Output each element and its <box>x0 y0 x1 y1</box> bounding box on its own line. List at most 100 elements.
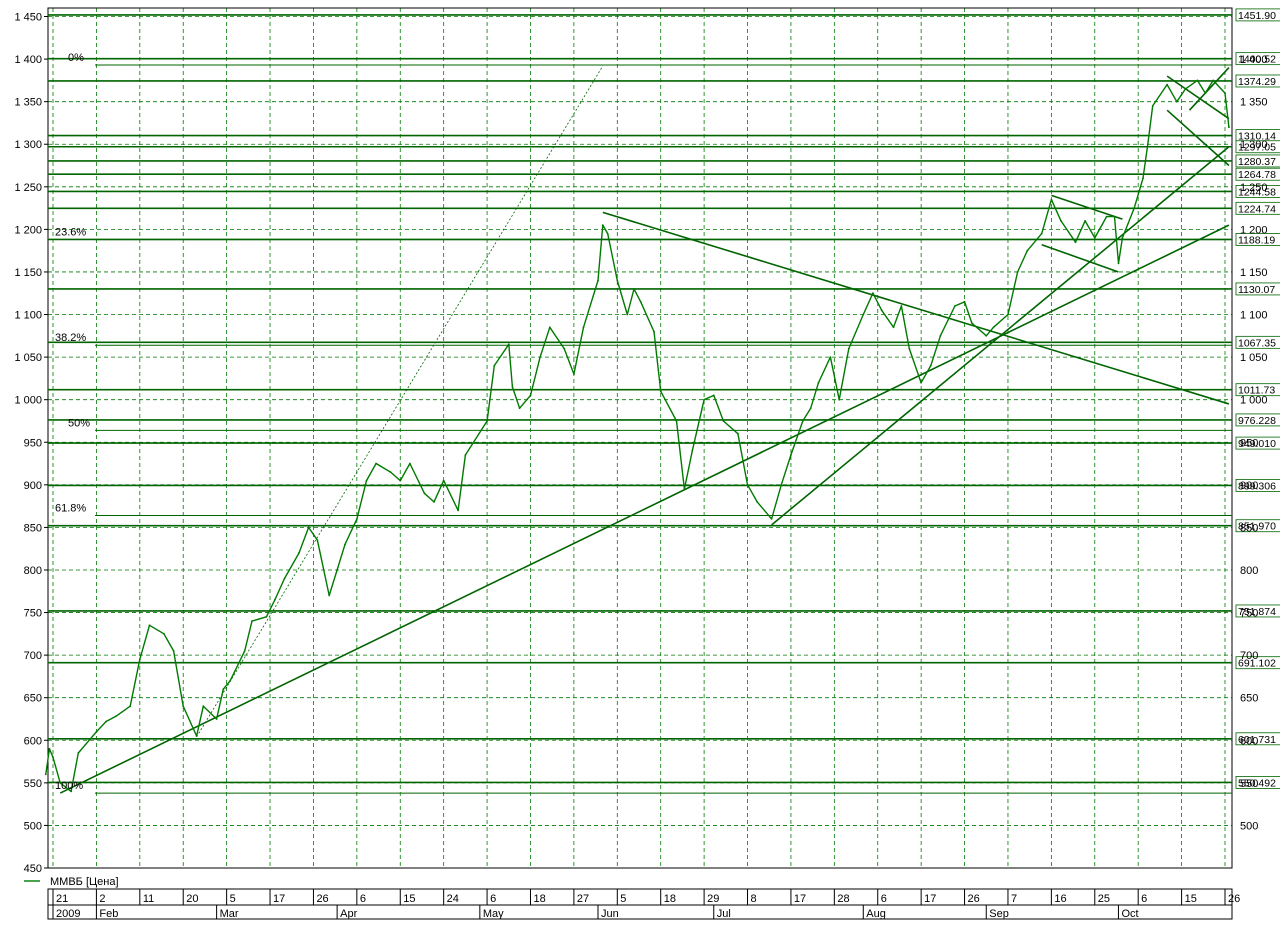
x-tick-label: 11 <box>143 893 154 905</box>
period-label: Jun <box>601 908 619 920</box>
price-level-label: 1280.37 <box>1238 156 1276 168</box>
price-point <box>148 624 151 627</box>
price-point <box>365 479 368 482</box>
price-point <box>790 454 792 456</box>
y-tick-label-right: 850 <box>1240 522 1258 534</box>
price-point <box>1050 198 1053 201</box>
price-level-label: 1310.14 <box>1238 131 1276 143</box>
price-level-tag <box>1235 154 1280 168</box>
price-point <box>195 735 198 737</box>
price-point <box>95 730 98 733</box>
price-point <box>1117 262 1120 265</box>
y-tick-label: 1 250 <box>14 182 42 194</box>
x-tick-label: 8 <box>751 893 757 905</box>
price-level-tag <box>1235 140 1280 154</box>
period-label: Mar <box>220 908 239 920</box>
period-label: May <box>483 908 504 920</box>
price-point <box>1175 100 1178 103</box>
price-point <box>756 501 759 503</box>
x-tick-label: 20 <box>186 893 198 905</box>
x-tick-label: 6 <box>490 893 496 905</box>
period-label: Apr <box>340 908 357 920</box>
price-point <box>138 658 141 661</box>
price-point <box>892 326 895 329</box>
y-tick-label-right: 1 000 <box>1240 395 1268 407</box>
price-point <box>229 679 232 682</box>
price-level-label: 1130.07 <box>1238 284 1275 296</box>
fibonacci-labels: 0% 23.6% 38.2% 50% 61.8% 100% <box>55 52 1232 794</box>
price-level-label: 550.492 <box>1238 777 1276 789</box>
price-point <box>1184 88 1187 90</box>
x-tick-label: 26 <box>968 893 980 905</box>
x-tick-label: 26 <box>1228 893 1240 905</box>
price-point <box>518 407 521 410</box>
x-tick-label: 2 <box>99 893 105 905</box>
x-tick-label: 17 <box>924 893 936 905</box>
y-tick-label-right: 650 <box>1240 693 1258 705</box>
x-tick-label: 6 <box>881 893 887 905</box>
price-point <box>683 488 686 490</box>
trendline <box>1166 109 1230 167</box>
y-tick-label-right: 1 150 <box>1240 267 1268 279</box>
price-level-label: 899.306 <box>1238 480 1276 492</box>
price-point <box>563 347 566 350</box>
price-point <box>1133 207 1136 210</box>
x-tick-label: 6 <box>360 893 366 905</box>
price-point <box>963 300 966 303</box>
price-level-label: 1188.19 <box>1238 234 1275 246</box>
price-point <box>548 326 551 329</box>
price-point <box>582 326 585 329</box>
price-point <box>920 381 922 384</box>
price-point <box>703 398 705 401</box>
price-point <box>691 449 694 452</box>
price-point <box>1196 79 1199 82</box>
price-point <box>653 330 655 333</box>
price-point <box>675 420 678 422</box>
y-tick-label-right: 700 <box>1240 650 1258 662</box>
price-point <box>316 539 319 542</box>
price-point <box>770 518 773 520</box>
period-label: Aug <box>866 908 886 920</box>
price-point <box>847 347 850 350</box>
price-point <box>77 752 80 754</box>
price-point <box>992 326 995 329</box>
legend: ММВБ [Цена] <box>24 876 119 888</box>
price-point <box>601 224 604 227</box>
fib-label: 23.6% <box>55 227 86 239</box>
price-point <box>1093 237 1096 239</box>
price-point <box>1074 241 1077 244</box>
y-tick-label: 900 <box>24 480 42 492</box>
price-point <box>182 705 185 708</box>
price-point <box>616 279 619 282</box>
price-point <box>809 407 812 410</box>
grid <box>48 8 1232 869</box>
x-tick-label: 27 <box>577 893 589 905</box>
price-point <box>985 334 988 337</box>
price-point <box>900 305 903 307</box>
price-point <box>597 279 599 282</box>
price-point <box>746 483 749 486</box>
x-tick-label: 16 <box>1054 893 1066 905</box>
price-point <box>722 420 725 422</box>
price-point <box>283 577 286 580</box>
price-point <box>573 373 575 375</box>
period-label: Sep <box>989 908 1009 920</box>
y-axis-right: 500 550 600 650 700 750 800 850 900 950 1 000 1 050… <box>1240 54 1268 832</box>
price-point <box>215 718 218 720</box>
price-point <box>70 790 72 793</box>
x-tick-label: 17 <box>794 893 806 905</box>
price-point <box>243 650 246 652</box>
price-point <box>1166 83 1168 86</box>
price-level-tag <box>1235 732 1280 746</box>
price-level-label: 1374.29 <box>1238 76 1276 88</box>
price-point <box>1151 105 1154 107</box>
y-tick-label: 650 <box>24 693 42 705</box>
price-level-tag <box>1235 201 1280 215</box>
fib-label: 61.8% <box>55 502 86 514</box>
trendline <box>1051 194 1123 220</box>
price-level-label: 976.228 <box>1238 415 1276 427</box>
price-point <box>105 720 107 723</box>
price-point <box>202 705 205 708</box>
fib-label: 0% <box>68 52 84 64</box>
